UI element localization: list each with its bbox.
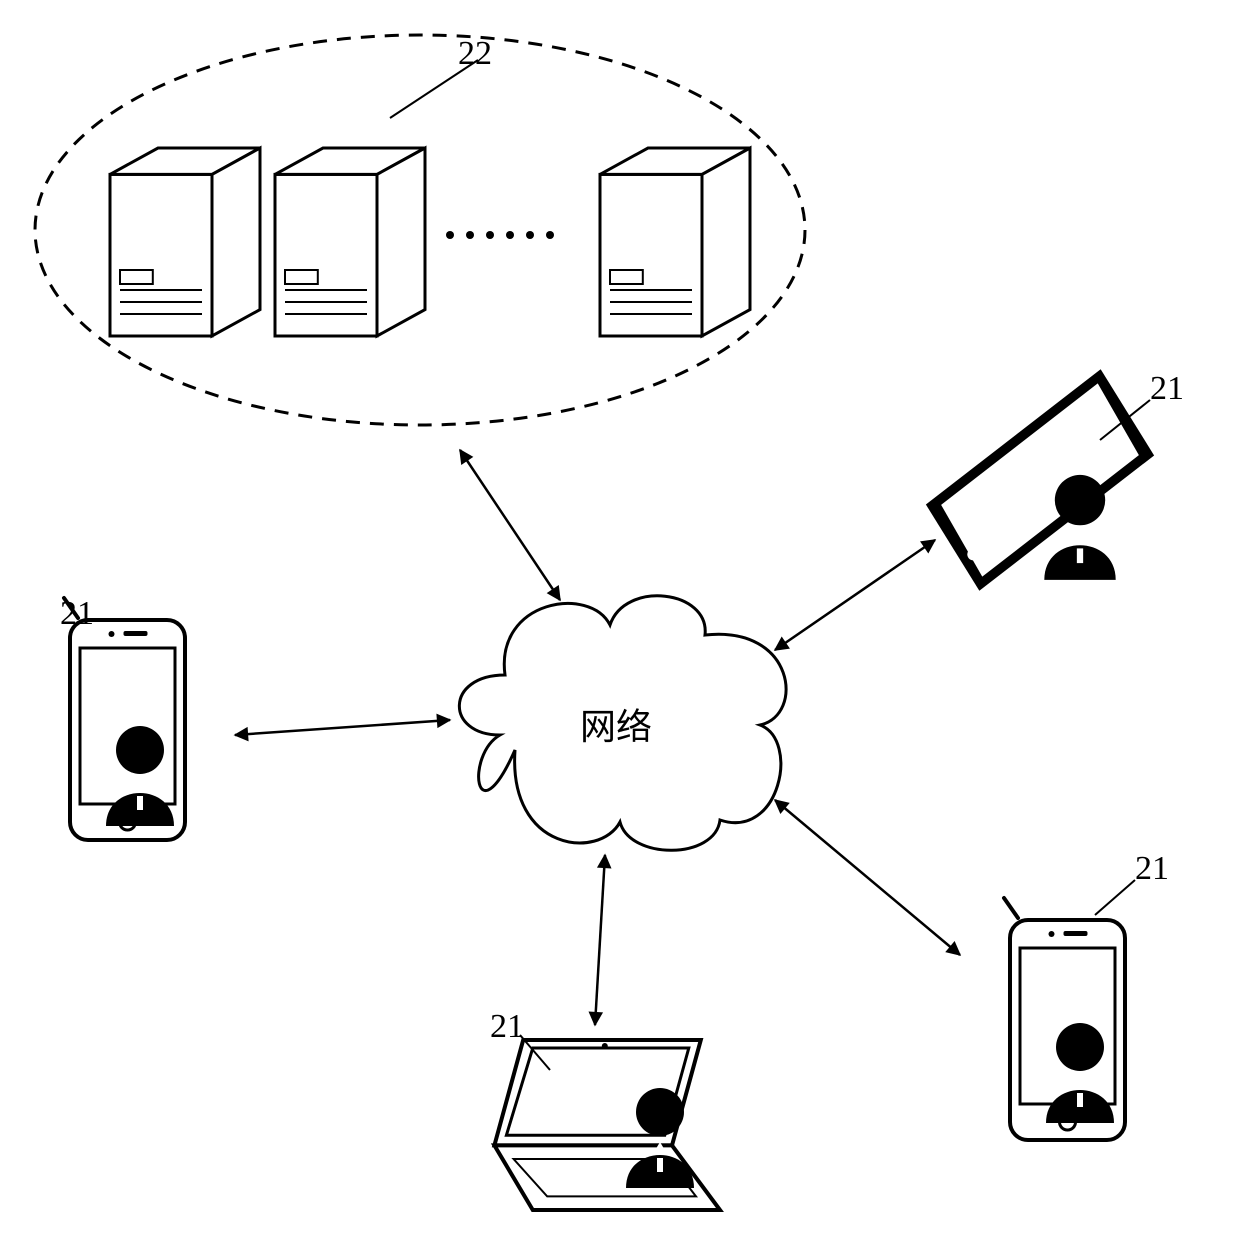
- connection-arrow: [460, 450, 560, 600]
- connection-arrow: [775, 800, 960, 955]
- client-ref-label-laptop: 21: [490, 1008, 524, 1046]
- connection-arrow: [775, 540, 935, 650]
- ellipsis-dot: [446, 231, 454, 239]
- ellipsis-dot: [486, 231, 494, 239]
- connection-arrow: [595, 855, 605, 1025]
- ellipsis-dot: [466, 231, 474, 239]
- ellipsis-dot: [526, 231, 534, 239]
- diagram-svg: [0, 0, 1240, 1247]
- ellipsis-dot: [506, 231, 514, 239]
- server-icon: [600, 148, 750, 336]
- client-ref-label-tablet: 21: [1150, 370, 1184, 408]
- network-cloud-label: 网络: [580, 698, 652, 750]
- client-ref-label-phone-right: 21: [1135, 850, 1169, 888]
- client-ref-label-phone-left: 21: [60, 595, 94, 633]
- connection-arrow: [235, 720, 450, 735]
- diagram-stage: 22 21 21 21 21 网络: [0, 0, 1240, 1247]
- tablet-icon: [903, 363, 1176, 598]
- ellipsis-dot: [546, 231, 554, 239]
- server-icon: [275, 148, 425, 336]
- server-icon: [110, 148, 260, 336]
- ref-label-leader: [1095, 880, 1135, 915]
- cluster-ref-label: 22: [458, 35, 492, 73]
